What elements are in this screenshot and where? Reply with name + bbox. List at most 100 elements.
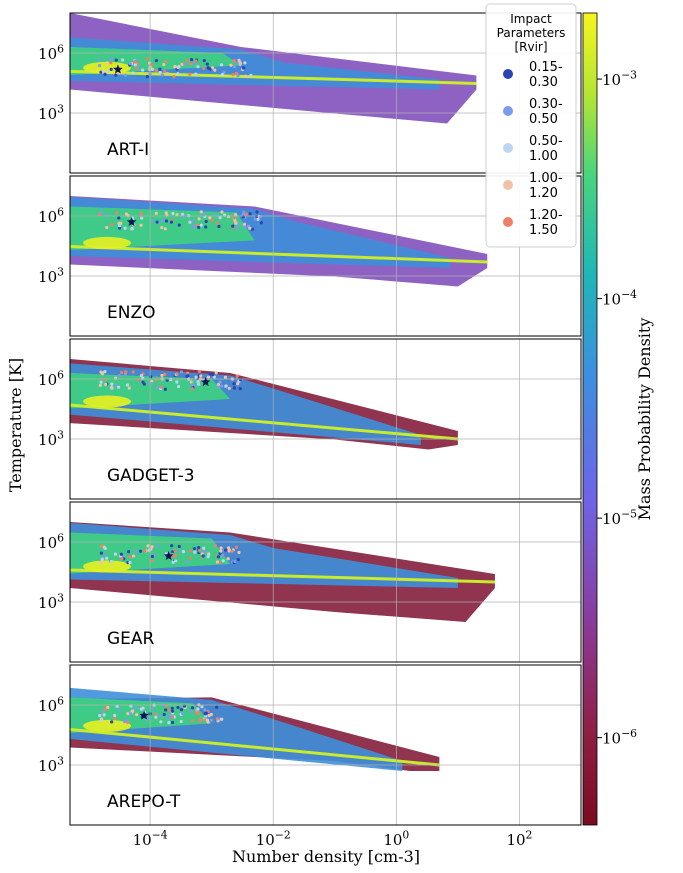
sightline-point: [131, 71, 135, 75]
sightline-point: [259, 221, 263, 225]
sightline-point: [189, 62, 193, 66]
sightline-point: [256, 217, 260, 221]
sightline-point: [121, 58, 125, 62]
sightline-point: [163, 372, 167, 376]
sightline-point: [106, 70, 110, 74]
sightline-point: [197, 370, 202, 374]
sightline-point: [233, 65, 237, 69]
panel-frame: [69, 338, 582, 500]
sightline-point: [110, 382, 114, 386]
sightline-point: [206, 375, 211, 379]
sightline-point: [218, 215, 222, 220]
panel-frame: [69, 664, 582, 826]
sightline-point: [216, 382, 221, 386]
sightline-point: [99, 209, 103, 213]
sightline-point: [216, 555, 221, 559]
legend: Impact Parameters [Rvir] 0.15-0.30 0.30-0.50…: [485, 3, 577, 248]
sightline-point: [241, 212, 245, 217]
sightline-point: [213, 68, 217, 72]
sightline-point: [101, 69, 105, 73]
sightline-point: [208, 67, 212, 71]
x-tick-label: 102: [506, 828, 532, 849]
sightline-point: [189, 380, 193, 384]
sightline-point: [98, 212, 102, 216]
y-tick-label: 106: [38, 42, 64, 63]
panel-label: ART-I: [107, 140, 149, 160]
sightline-point: [98, 713, 102, 718]
sightline-point: [248, 212, 252, 216]
sightline-point: [217, 224, 221, 229]
sightline-point: [126, 550, 131, 554]
sightline-point: [99, 560, 103, 565]
sightline-point: [161, 218, 165, 222]
legend-marker: [503, 217, 513, 227]
sightline-point: [98, 63, 102, 68]
sightline-point: [174, 559, 178, 563]
sightline-point: [128, 555, 132, 559]
sightline-point: [173, 64, 177, 69]
sightline-point: [202, 59, 206, 63]
sightline-point: [226, 557, 230, 561]
y-tick-label: 103: [38, 428, 64, 449]
sightline-point: [181, 550, 186, 554]
panel-gadget-3: 103 106 GADGET-3: [38, 338, 582, 500]
x-axis-label: Number density [cm-3]: [232, 847, 420, 866]
sightline-point: [216, 385, 221, 389]
sightline-point: [199, 374, 203, 378]
sightline-point: [139, 223, 143, 227]
sightline-point: [210, 66, 214, 70]
sightline-point: [104, 382, 108, 386]
sightline-point: [109, 61, 113, 65]
sightline-point: [192, 547, 197, 551]
legend-marker: [503, 106, 513, 116]
sightline-point: [126, 711, 130, 716]
sightline-point: [215, 705, 219, 709]
sightline-point: [173, 554, 177, 558]
sightline-point: [146, 717, 150, 721]
sightline-point: [124, 370, 128, 374]
sightline-point: [155, 220, 159, 224]
sightline-point: [133, 63, 137, 67]
sightline-point: [168, 713, 172, 718]
sightline-point: [193, 550, 197, 554]
sightline-point: [164, 219, 169, 223]
legend-marker: [503, 69, 513, 79]
colorbar: 10−3 10−4 10−5 10−6 Mass Probability Densit…: [582, 12, 654, 826]
sightline-point: [170, 715, 175, 719]
sightline-point: [103, 72, 107, 76]
sightline-point: [243, 61, 247, 65]
sightline-point: [131, 554, 136, 558]
sightline-point: [194, 59, 198, 63]
sightline-point: [117, 223, 122, 228]
sightline-point: [207, 714, 211, 718]
sightline-point: [172, 75, 176, 79]
sightline-point: [169, 220, 174, 224]
sightline-point: [202, 212, 206, 217]
sightline-point: [177, 64, 181, 69]
panel-enzo: 103 106 ENZO: [38, 175, 582, 337]
sightline-point: [110, 222, 114, 227]
sightline-point: [203, 708, 207, 712]
sightline-point: [183, 62, 188, 67]
sightline-point: [97, 58, 101, 62]
sightline-point: [164, 59, 168, 63]
sightline-point: [182, 215, 186, 219]
sightline-point: [220, 72, 225, 77]
density-peak: [83, 395, 132, 408]
sightline-point: [185, 374, 189, 378]
x-tick-label: 10−2: [256, 828, 291, 849]
sightline-point: [211, 372, 215, 377]
sightline-point: [106, 705, 110, 710]
sightline-point: [196, 65, 200, 69]
sightline-point: [125, 383, 130, 387]
sightline-point: [99, 370, 103, 374]
sightline-point: [203, 718, 207, 722]
panel-label: AREPO-T: [107, 792, 181, 812]
sightline-point: [236, 74, 240, 78]
panel-arepo-t: 103 106 AREPO-T: [38, 664, 582, 826]
sightline-point: [103, 546, 107, 551]
sightline-point: [237, 222, 241, 226]
sightline-point: [179, 370, 184, 374]
sightline-point: [105, 213, 109, 217]
y-tick-label: 106: [38, 531, 64, 552]
